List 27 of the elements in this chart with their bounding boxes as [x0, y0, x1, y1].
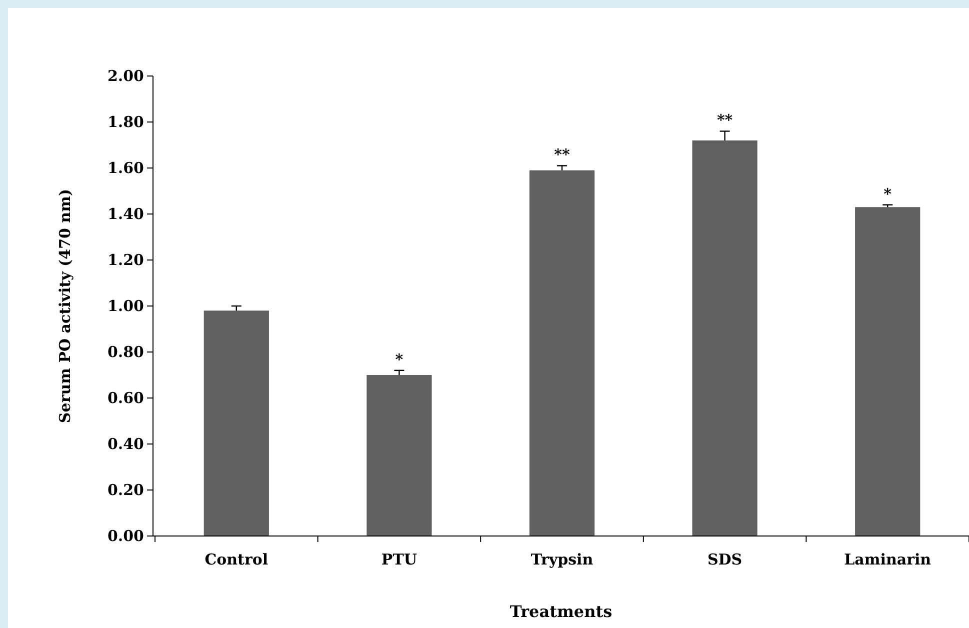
y-tick-label: 0.40 [107, 434, 144, 453]
annotation: ** [716, 111, 733, 130]
y-tick-label: 0.80 [107, 342, 144, 361]
annotation: * [884, 184, 892, 203]
bar [529, 170, 595, 536]
bar [692, 140, 758, 536]
y-axis-title: Serum PO activity (470 nm) [56, 188, 74, 424]
y-tick-label: 0.60 [107, 388, 144, 407]
y-tick-label: 2.00 [107, 66, 144, 85]
x-tick-label: Trypsin [530, 550, 594, 569]
annotation: * [395, 350, 404, 368]
x-tick-label: SDS [707, 550, 742, 569]
y-tick-label: 1.40 [107, 204, 144, 223]
x-tick-label: Laminarin [844, 550, 932, 569]
y-tick-label: 0.20 [107, 480, 144, 499]
bar [855, 207, 920, 536]
bar [204, 310, 269, 536]
bar [366, 375, 432, 536]
y-tick-label: 1.80 [107, 112, 144, 131]
y-tick-label: 1.20 [107, 250, 144, 269]
annotation: ** [554, 146, 570, 164]
x-tick-label: PTU [381, 550, 417, 569]
x-axis-title: Treatments [510, 602, 612, 621]
y-tick-label: 1.60 [107, 158, 144, 177]
x-tick-label: Control [204, 550, 268, 569]
y-tick-label: 1.00 [107, 296, 144, 315]
y-tick-label: 0.00 [107, 526, 144, 545]
